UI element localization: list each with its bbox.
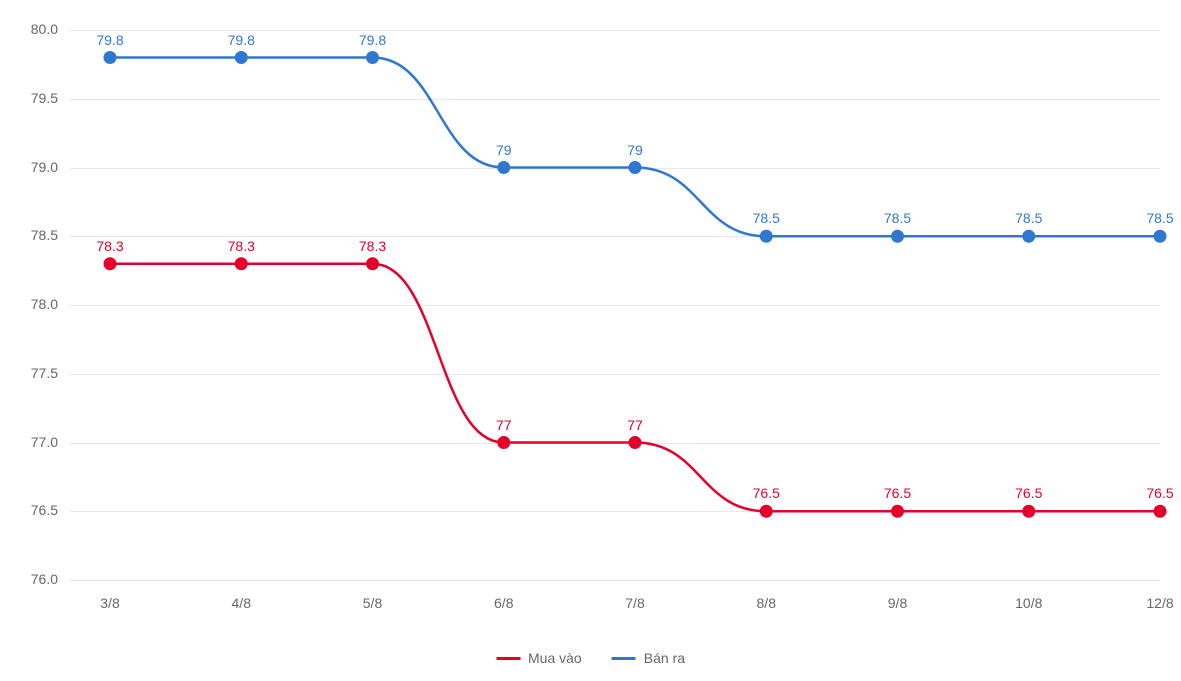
y-tick-label: 77.0 — [8, 434, 58, 450]
gridline — [70, 443, 1160, 444]
data-marker — [368, 53, 378, 63]
data-marker — [105, 53, 115, 63]
gridline — [70, 168, 1160, 169]
chart-svg — [0, 0, 1181, 681]
gridline — [70, 305, 1160, 306]
x-tick-label: 9/8 — [888, 595, 907, 611]
gridline — [70, 374, 1160, 375]
legend: Mua vào Bán ra — [496, 650, 685, 666]
data-label: 78.5 — [1146, 210, 1173, 226]
x-tick-label: 8/8 — [757, 595, 776, 611]
data-label: 76.5 — [884, 485, 911, 501]
data-label: 79 — [627, 142, 643, 158]
data-label: 76.5 — [1146, 485, 1173, 501]
x-tick-label: 3/8 — [100, 595, 119, 611]
data-label: 78.5 — [753, 210, 780, 226]
x-tick-label: 4/8 — [232, 595, 251, 611]
y-tick-label: 78.0 — [8, 296, 58, 312]
x-tick-label: 7/8 — [625, 595, 644, 611]
x-tick-label: 5/8 — [363, 595, 382, 611]
chart-container: 80.0 79.5 79.0 78.5 78.0 77.5 77.0 76.5 76.0 3/8… — [0, 0, 1181, 681]
data-label: 79.8 — [359, 32, 386, 48]
legend-label-ban-ra: Bán ra — [644, 650, 685, 666]
y-tick-label: 76.0 — [8, 571, 58, 587]
x-tick-label: 6/8 — [494, 595, 513, 611]
series-line — [110, 264, 1160, 512]
data-marker — [105, 259, 115, 269]
data-label: 78.3 — [359, 238, 386, 254]
legend-label-mua-vao: Mua vào — [528, 650, 582, 666]
data-label: 78.3 — [228, 238, 255, 254]
data-marker — [236, 53, 246, 63]
y-tick-label: 76.5 — [8, 502, 58, 518]
legend-item-ban-ra: Bán ra — [612, 650, 685, 666]
data-label: 77 — [496, 417, 512, 433]
legend-swatch-ban-ra — [612, 657, 636, 660]
data-label: 79.8 — [96, 32, 123, 48]
y-tick-label: 77.5 — [8, 365, 58, 381]
data-label: 78.3 — [96, 238, 123, 254]
data-label: 76.5 — [753, 485, 780, 501]
data-label: 78.5 — [1015, 210, 1042, 226]
data-label: 79.8 — [228, 32, 255, 48]
legend-swatch-mua-vao — [496, 657, 520, 660]
data-label: 77 — [627, 417, 643, 433]
x-tick-label: 10/8 — [1015, 595, 1042, 611]
gridline — [70, 580, 1160, 581]
gridline — [70, 99, 1160, 100]
data-label: 78.5 — [884, 210, 911, 226]
legend-item-mua-vao: Mua vào — [496, 650, 582, 666]
gridline — [70, 511, 1160, 512]
data-marker — [368, 259, 378, 269]
y-tick-label: 80.0 — [8, 21, 58, 37]
y-tick-label: 79.0 — [8, 159, 58, 175]
y-tick-label: 79.5 — [8, 90, 58, 106]
x-tick-label: 12/8 — [1146, 595, 1173, 611]
data-label: 76.5 — [1015, 485, 1042, 501]
data-marker — [236, 259, 246, 269]
data-label: 79 — [496, 142, 512, 158]
y-tick-label: 78.5 — [8, 227, 58, 243]
